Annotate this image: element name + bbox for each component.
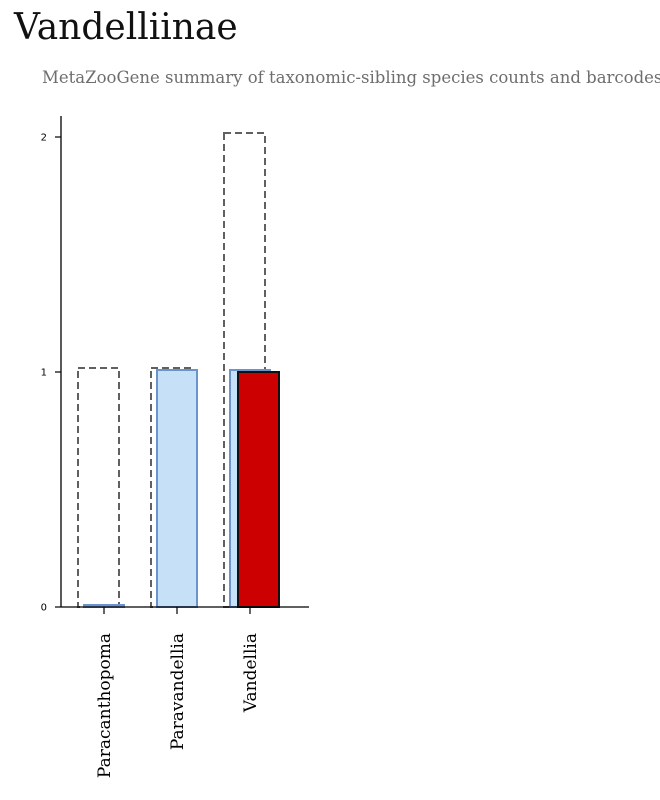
y-ticks: 0 1 2 [41,133,61,614]
x-tick-label: Paravandellia [168,633,188,750]
y-tick-label: 1 [41,368,47,379]
y-tick-label: 2 [41,133,47,144]
bar-red-vandellia [237,371,280,608]
x-tick-label: Paracanthopoma [95,633,115,778]
chart-marks [77,132,280,608]
bar-blue-paravandellia [156,369,198,608]
bar-outline-paracanthopoma [77,367,120,608]
y-tick-label: 0 [41,603,47,614]
page-subtitle: MetaZooGene summary of taxonomic-sibling… [42,68,660,87]
x-tick-labels: Paracanthopoma Paravandellia Vandellia [95,607,261,778]
x-tick-label: Vandellia [241,633,261,713]
page-title: Vandelliinae [14,7,238,48]
